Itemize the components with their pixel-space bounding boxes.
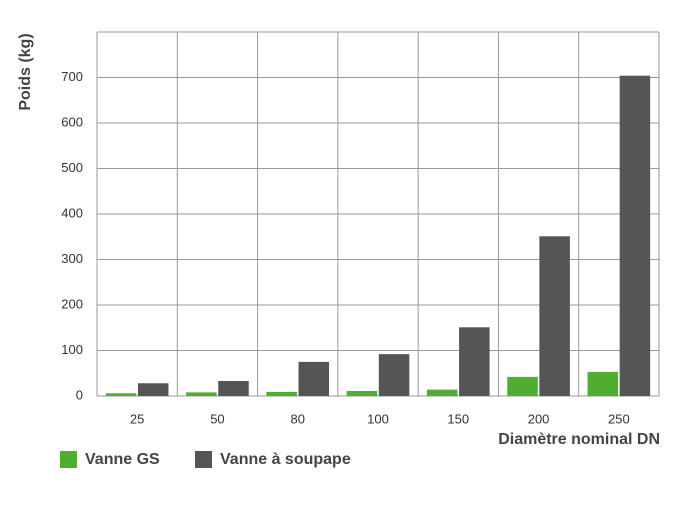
bar xyxy=(507,376,538,396)
bar xyxy=(459,327,490,396)
y-tick-label: 200 xyxy=(61,296,83,311)
x-tick-label: 200 xyxy=(528,411,550,426)
bar xyxy=(105,393,137,396)
x-tick-label: 250 xyxy=(608,411,630,426)
y-tick-label: 600 xyxy=(61,114,83,129)
bar xyxy=(137,383,169,396)
y-tick-label: 0 xyxy=(76,387,83,402)
bar xyxy=(218,380,249,396)
bar xyxy=(587,371,619,396)
y-tick-label: 500 xyxy=(61,160,83,175)
x-tick-label: 100 xyxy=(367,411,389,426)
bar xyxy=(346,390,378,396)
y-axis-label: Poids (kg) xyxy=(17,33,34,110)
x-tick-label: 25 xyxy=(130,411,144,426)
bar xyxy=(619,75,651,397)
y-tick-label: 300 xyxy=(61,251,83,266)
y-tick-label: 400 xyxy=(61,205,83,220)
bar xyxy=(539,236,570,396)
legend-swatch xyxy=(195,451,212,468)
bar xyxy=(378,354,410,396)
y-tick-label: 700 xyxy=(61,69,83,84)
x-axis-label: Diamètre nominal DN xyxy=(498,431,660,448)
bar xyxy=(186,392,217,396)
legend-label: Vanne GS xyxy=(85,451,160,468)
bar xyxy=(298,361,330,396)
y-tick-label: 100 xyxy=(61,342,83,357)
bar xyxy=(426,389,458,396)
x-tick-label: 80 xyxy=(290,411,304,426)
x-tick-label: 150 xyxy=(447,411,469,426)
x-tick-label: 50 xyxy=(210,411,224,426)
legend-label: Vanne à soupape xyxy=(220,451,351,468)
bar xyxy=(266,391,297,396)
legend-swatch xyxy=(60,451,77,468)
